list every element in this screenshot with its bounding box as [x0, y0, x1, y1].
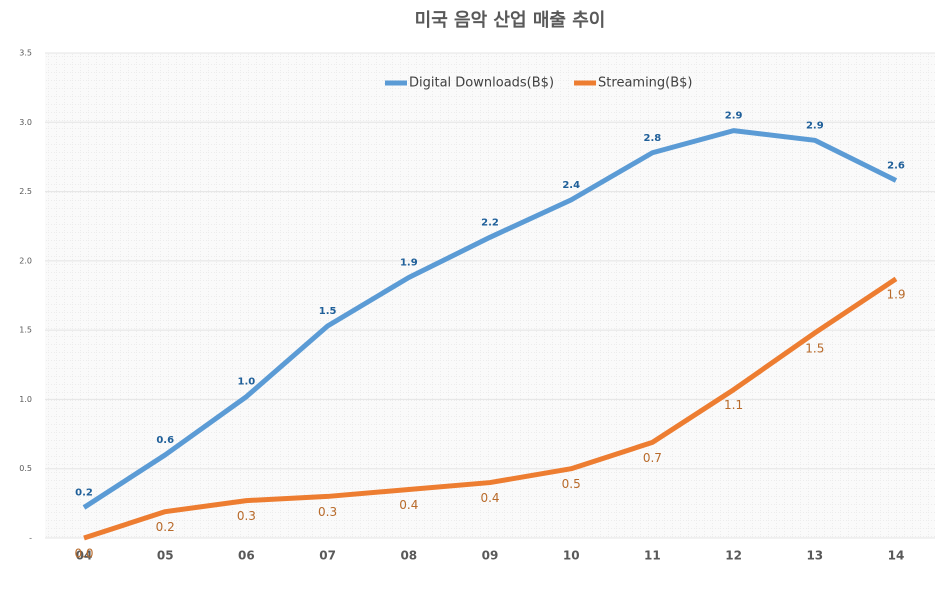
data-label: 0.4 [480, 491, 499, 505]
plot-area [45, 53, 935, 538]
data-label: 1.0 [238, 377, 256, 388]
data-label: 2.9 [806, 120, 824, 131]
data-label: 2.8 [644, 133, 662, 144]
x-tick-label: 13 [806, 549, 823, 563]
x-tick-label: 05 [157, 549, 174, 563]
legend-label: Digital Downloads(B$) [409, 76, 554, 91]
y-tick-label: 1.0 [19, 395, 32, 404]
chart-title: 미국 음악 산업 매출 추이 [415, 10, 606, 31]
data-label: 1.5 [805, 341, 824, 355]
y-tick-label: 0.5 [19, 464, 32, 473]
x-tick-label: 14 [888, 549, 905, 563]
data-label: 0.7 [643, 451, 662, 465]
data-label: 2.2 [481, 217, 499, 228]
x-tick-label: 11 [644, 549, 661, 563]
x-tick-label: 10 [563, 549, 580, 563]
y-tick-label: 3.0 [19, 118, 32, 127]
x-tick-label: 06 [238, 549, 255, 563]
y-tick-label: 2.5 [19, 187, 32, 196]
data-label: 2.9 [725, 111, 743, 122]
data-label: 0.3 [237, 509, 256, 523]
data-label: 0.2 [75, 488, 93, 499]
x-tick-label: 09 [482, 549, 499, 563]
legend-label: Streaming(B$) [598, 76, 692, 91]
series-line [83, 276, 898, 541]
data-label: 0.6 [156, 435, 174, 446]
data-label: 0.4 [399, 498, 418, 512]
x-tick-label: 07 [319, 549, 336, 563]
data-label: 1.9 [400, 257, 418, 268]
data-label: 1.1 [724, 398, 743, 412]
y-tick-label: 3.5 [19, 49, 32, 58]
data-label: 0.3 [318, 505, 337, 519]
x-tick-label: 08 [400, 549, 417, 563]
data-label: 0.2 [156, 520, 175, 534]
series-line [82, 128, 898, 510]
data-label: 2.6 [887, 160, 905, 171]
x-tick-label: 04 [76, 549, 93, 563]
x-tick-label: 12 [725, 549, 742, 563]
data-label: 1.5 [319, 306, 337, 317]
y-tick-label: - [29, 534, 32, 543]
data-label: 0.5 [562, 477, 581, 491]
data-label: 2.4 [562, 180, 580, 191]
y-tick-label: 1.5 [19, 326, 32, 335]
data-label: 1.9 [886, 287, 905, 301]
data-label: 0.0 [74, 547, 93, 561]
y-tick-label: 2.0 [19, 256, 32, 265]
